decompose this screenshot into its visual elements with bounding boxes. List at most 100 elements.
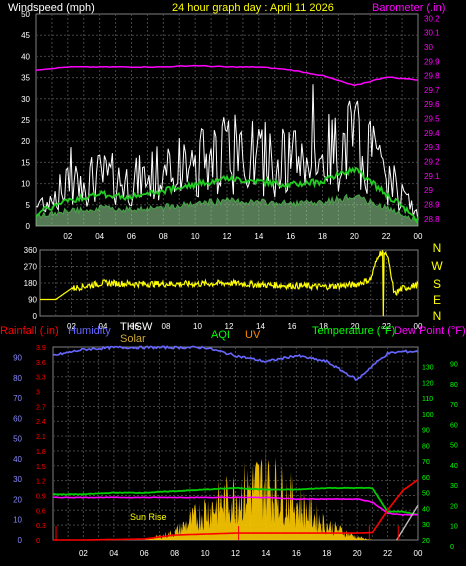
weather-x-tick-label: 10 [201,549,210,558]
temperature-right-tick-label: 40 [450,463,458,470]
compass-label: S [433,277,441,291]
barometer-tick-label: 29.7 [424,86,440,95]
barometer-tick-label: 29.9 [424,57,440,66]
temperature-tick-label: 80 [422,443,430,450]
wind-y-tick-label: 30 [21,95,30,104]
humidity-label: Humidity [68,325,111,337]
rainfall-label: Rainfall (.in) [0,325,59,337]
wind-x-tick-label: 12 [223,232,232,241]
direction-x-tick-label: 06 [130,322,139,331]
temperature-tick-label: 30 [422,522,430,529]
rain-tick-label: 2.4 [36,419,46,426]
wind-x-tick-label: 04 [95,232,104,241]
wind-direction-line [40,250,419,317]
weather-x-tick-label: 12 [231,549,240,558]
direction-y-tick-label: 0 [33,312,38,321]
rain-tick-label: 0.9 [36,493,46,500]
wind-x-tick-label: 20 [350,232,359,241]
barometer-tick-label: 29.5 [424,115,440,124]
temperature-right-tick-label: 70 [450,402,458,409]
temperature-tick-label: 100 [422,412,434,419]
barometer-tick-label: 28.8 [424,215,440,224]
wind-x-tick-label: 22 [382,232,391,241]
barometer-tick-label: 29.1 [424,172,440,181]
wind-y-tick-label: 5 [26,201,31,210]
weather-x-tick-label: 00 [414,549,423,558]
wind-x-tick-label: 00 [414,232,423,241]
barometer-tick-label: 29.8 [424,72,440,81]
barometer-tick-label: 30 [424,43,433,52]
weather-x-tick-label: 16 [292,549,301,558]
compass-label: E [433,293,441,307]
temperature-right-tick-label: 80 [450,382,458,389]
direction-x-tick-label: 04 [99,322,108,331]
rainfall-line [53,478,419,541]
direction-x-tick-label: 02 [67,322,76,331]
temperature-right-tick-label: 90 [450,362,458,369]
temperature-right-tick-label: 10 [450,524,458,531]
weather-x-tick-label: 06 [140,549,149,558]
dew-point-label: Dew Point (°F) [394,325,466,337]
humidity-tick-label: 40 [13,455,22,464]
temperature-right-tick-label: 60 [450,422,458,429]
rain-tick-label: 3.6 [36,360,46,367]
rain-tick-label: 1.2 [36,479,46,486]
wind-y-tick-label: 40 [21,52,30,61]
area-layer [36,194,418,540]
temperature-right-tick-label: 50 [450,443,458,450]
compass-label: N [433,309,442,323]
compass-label: N [433,241,442,255]
temperature-label: Temperature (°F) [312,325,395,337]
rain-tick-label: 0.6 [36,508,46,515]
humidity-tick-label: 10 [13,516,22,525]
wind-y-tick-label: 35 [21,74,30,83]
wind-x-tick-label: 16 [286,232,295,241]
direction-y-tick-label: 180 [24,279,38,288]
temperature-line [52,486,419,516]
wind-y-tick-label: 10 [21,180,30,189]
humidity-tick-label: 50 [13,435,22,444]
humidity-tick-label: 20 [13,495,22,504]
humidity-tick-label: 0 [18,536,23,545]
dew-point-line [52,496,418,516]
direction-x-tick-label: 10 [193,322,202,331]
weather-x-tick-label: 08 [170,549,179,558]
direction-y-tick-label: 90 [28,296,37,305]
temperature-right-tick-label: 30 [450,483,458,490]
temperature-tick-label: 90 [422,428,430,435]
direction-x-tick-label: 18 [319,322,328,331]
weather-x-tick-label: 14 [261,549,270,558]
aqi-label: AQI [211,329,230,341]
wind-y-tick-label: 25 [21,116,30,125]
line-layer [35,64,419,541]
rain-tick-label: 1.8 [36,449,46,456]
barometer-tick-label: 29.4 [424,129,440,138]
rain-tick-label: 0.3 [36,523,46,530]
direction-y-tick-label: 270 [24,263,38,272]
barometer-line [35,64,419,87]
barometer-tick-label: 30.1 [424,29,440,38]
rain-tick-label: 2.1 [36,434,46,441]
wind-x-tick-label: 14 [254,232,263,241]
barometer-axis-label: Barometer (.in) [372,2,445,14]
direction-x-tick-label: 12 [225,322,234,331]
rain-tick-label: 0 [36,538,40,545]
barometer-tick-label: 29.3 [424,143,440,152]
direction-x-tick-label: 16 [288,322,297,331]
rain-tick-label: 3.9 [36,345,46,352]
temperature-tick-label: 60 [422,475,430,482]
wind-x-tick-label: 18 [318,232,327,241]
barometer-tick-label: 29 [424,186,433,195]
weather-x-tick-label: 18 [322,549,331,558]
wind-y-tick-label: 45 [21,31,30,40]
humidity-line [52,345,419,381]
direction-y-tick-label: 360 [24,246,38,255]
thsw-line [396,504,419,541]
compass-label: W [431,259,443,273]
wind-y-tick-label: 0 [26,222,31,231]
wind-y-tick-label: 15 [21,158,30,167]
uv-label: UV [245,329,261,341]
temperature-right-tick-label: 20 [450,503,458,510]
solar-label: Solar [120,333,146,345]
direction-x-tick-label: 20 [351,322,360,331]
